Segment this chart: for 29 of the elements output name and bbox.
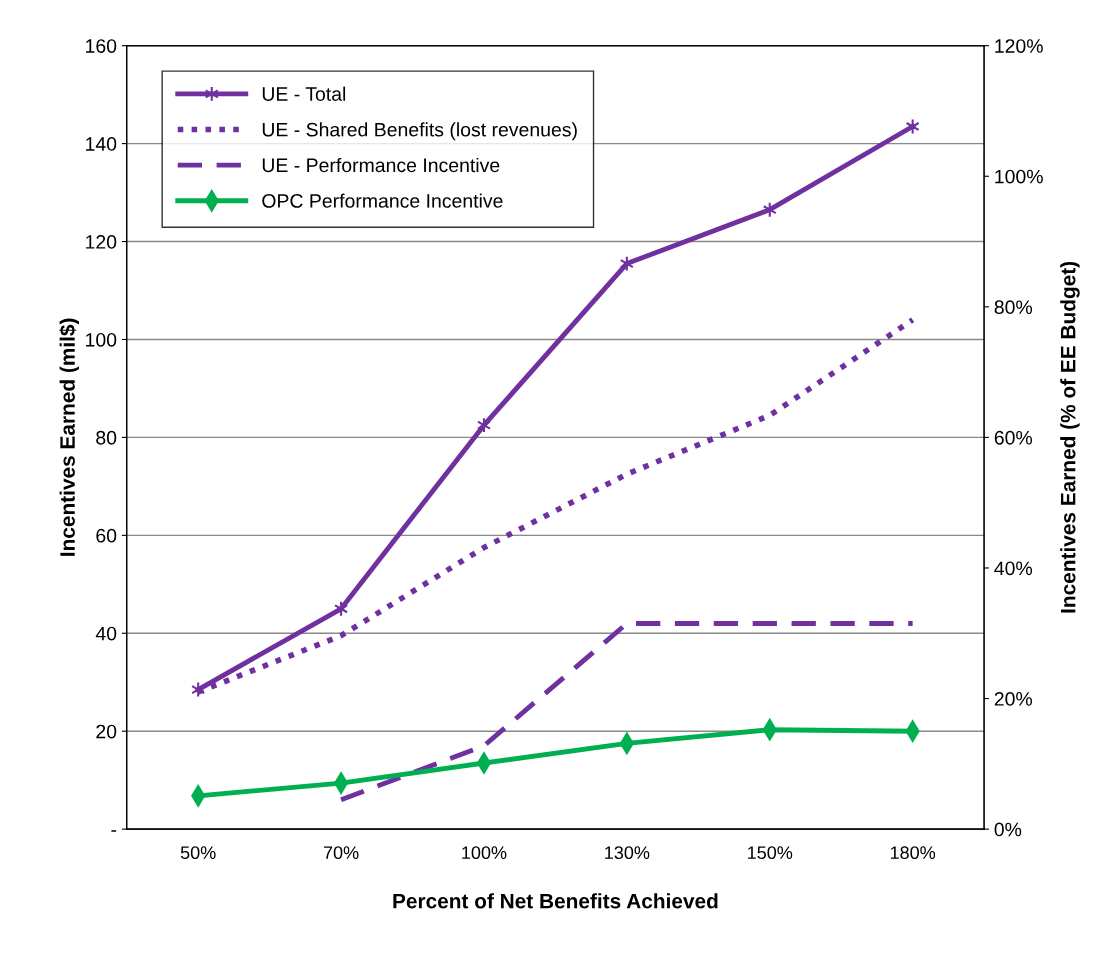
legend-label: UE - Total	[262, 86, 346, 101]
legend-label: UE - Shared Benefits (lost revenues)	[262, 122, 577, 141]
y2-tick-label: 80%	[994, 300, 1033, 315]
y-tick-label: -	[111, 830, 117, 832]
y2-tick-label: 20%	[994, 692, 1033, 706]
y-tick-label: 60	[96, 528, 117, 543]
x-axis-title: Percent of Net Benefits Achieved	[393, 893, 718, 909]
y-tick-label: 120	[86, 235, 117, 249]
y-tick-label: 100	[86, 332, 117, 347]
x-tick-label: 100%	[462, 846, 507, 860]
y2-tick-label: 0%	[994, 822, 1022, 837]
y-tick-label: 40	[95, 626, 117, 641]
legend-label: OPC Performance Incentive	[262, 193, 503, 208]
x-tick-label: 50%	[180, 846, 216, 860]
x-tick-label: 180%	[890, 846, 936, 860]
y2-tick-label: 60%	[994, 430, 1033, 445]
x-tick-label: 150%	[748, 846, 793, 860]
y-axis-title: Incentives Earned (mil$)	[59, 318, 80, 556]
x-tick-label: 70%	[323, 846, 359, 860]
y-tick-label: 20	[96, 724, 117, 739]
y2-tick-label: 40%	[994, 561, 1033, 576]
y2-tick-label: 120%	[995, 39, 1043, 53]
y2-tick-label: 100%	[995, 169, 1043, 184]
y-tick-label: 80	[96, 430, 117, 445]
y-tick-label: 140	[86, 137, 117, 151]
x-tick-label: 130%	[605, 846, 650, 860]
y-tick-label: 160	[86, 39, 117, 53]
legend-label: UE - Performance Incentive	[262, 157, 500, 173]
y2-axis-title: Incentives Earned (% of EE Budget)	[1060, 261, 1080, 613]
